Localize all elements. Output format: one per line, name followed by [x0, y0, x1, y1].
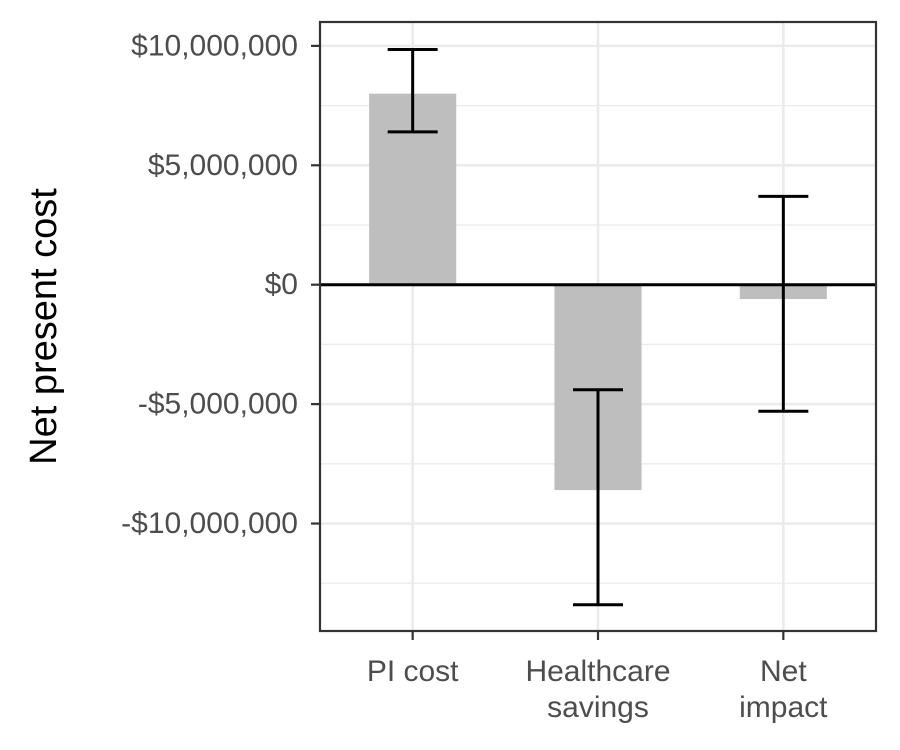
y-tick-label: -$5,000,000 [138, 388, 298, 421]
y-axis-title: Net present cost [23, 188, 65, 465]
y-tick-label: $5,000,000 [148, 149, 298, 182]
x-tick-label: Net impact [739, 655, 828, 724]
bars [369, 93, 827, 491]
error-bar [758, 194, 809, 413]
x-tick-label-line: Healthcare [525, 655, 670, 688]
y-tick-label: $10,000,000 [131, 29, 298, 62]
error-bars [387, 47, 809, 607]
axes: $10,000,000 $5,000,000 $0 -$5,000,000 -$10,0… [121, 29, 828, 724]
x-tick-label-line: savings [547, 691, 649, 724]
x-tick-label-line: impact [739, 691, 828, 724]
x-tick-label: Healthcare savings [525, 655, 670, 724]
error-bar [387, 47, 438, 134]
y-tick-label: -$10,000,000 [121, 507, 298, 540]
y-tick-label: $0 [265, 268, 298, 301]
error-bar [573, 388, 623, 607]
x-tick-label: PI cost [367, 655, 459, 688]
x-tick-label-line: Net [760, 655, 807, 688]
x-tick-label-line: PI cost [367, 655, 459, 688]
